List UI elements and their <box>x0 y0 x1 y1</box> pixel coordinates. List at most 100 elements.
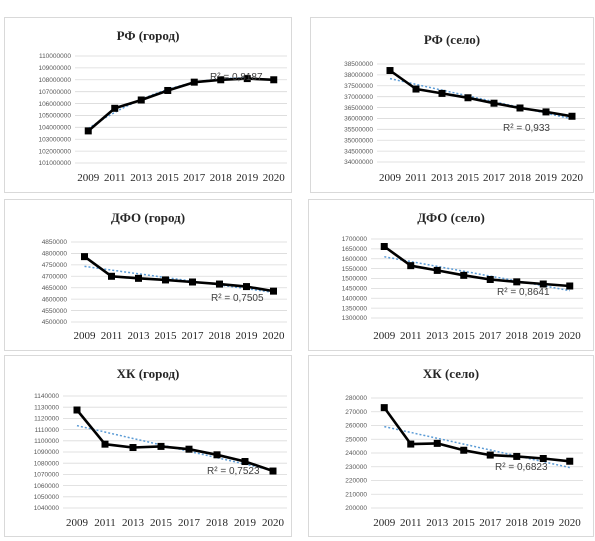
x-tick-label: 2011 <box>104 172 126 184</box>
data-point-marker <box>111 104 119 112</box>
x-tick-label: 2019 <box>532 517 555 529</box>
y-tick-label: 1100000 <box>34 438 59 445</box>
y-tick-label: 4850000 <box>42 239 68 246</box>
series-line-hk-rural <box>383 406 570 463</box>
x-tick-label: 2020 <box>559 330 582 342</box>
chart-title: РФ (село) <box>424 32 480 47</box>
y-tick-label: 270000 <box>345 409 367 416</box>
data-point-marker <box>433 266 441 274</box>
data-point-marker <box>542 108 550 116</box>
y-tick-label: 1120000 <box>34 416 59 423</box>
x-tick-label: 2009 <box>379 172 402 184</box>
x-tick-label: 2017 <box>479 517 502 529</box>
data-point-marker <box>270 287 277 295</box>
chart-title: ХК (город) <box>117 366 180 381</box>
y-tick-label: 260000 <box>345 423 367 430</box>
y-tick-label: 34500000 <box>344 148 373 155</box>
y-tick-label: 1400000 <box>342 295 368 302</box>
x-tick-label: 2017 <box>483 172 506 184</box>
x-tick-label: 2018 <box>206 517 229 529</box>
chart-svg-hk-city: ХК (город) 1040000 1050000 1060000 1070000 10… <box>34 366 287 529</box>
x-tick-label: 2020 <box>559 517 582 529</box>
x-tick-label: 2009 <box>373 517 396 529</box>
data-point-marker <box>162 276 169 284</box>
data-point-marker <box>84 127 92 135</box>
trendline-dfo-rural <box>384 255 570 292</box>
x-tick-label: 2019 <box>234 517 257 529</box>
x-tick-label: 2019 <box>236 172 259 184</box>
data-point-marker <box>486 275 494 283</box>
y-tick-label: 35500000 <box>344 127 373 134</box>
x-tick-label: 2018 <box>209 330 232 342</box>
data-point-marker <box>269 467 277 475</box>
y-tick-label: 36500000 <box>344 105 373 112</box>
y-tick-label: 1090000 <box>34 449 60 456</box>
x-tick-label: 2017 <box>183 172 206 184</box>
trendline-rf-rural <box>389 77 573 120</box>
series-line-rf-rural <box>389 69 573 118</box>
y-tick-label: 1600000 <box>342 256 368 263</box>
y-tick-label: 108000000 <box>38 77 71 84</box>
data-point-marker <box>101 440 109 448</box>
x-tick-label: 2018 <box>506 517 529 529</box>
data-point-marker <box>135 274 142 282</box>
x-tick-label: 2015 <box>155 330 178 342</box>
data-point-marker <box>129 444 137 452</box>
x-tick-label: 2015 <box>157 172 180 184</box>
chart-svg-rf-rural: РФ (село) 34000000 34500000 35000000 3550000… <box>344 32 585 184</box>
y-tick-label: 37000000 <box>344 94 373 101</box>
y-tick-label: 1110000 <box>35 427 60 434</box>
y-tick-label: 280000 <box>345 395 367 402</box>
x-tick-label: 2020 <box>561 172 584 184</box>
data-point-marker <box>380 243 388 251</box>
y-tick-label: 104000000 <box>38 125 71 132</box>
x-tick-label: 2011 <box>405 172 427 184</box>
chart-svg-dfo-city: ДФО (город) 4500000 4550000 4600000 4650000 4… <box>42 210 287 342</box>
data-point-marker <box>216 280 223 288</box>
y-tick-label: 105000000 <box>38 113 71 120</box>
data-point-marker <box>164 86 172 94</box>
chart-panel-rf-rural: РФ (село) 34000000 34500000 35000000 3550000… <box>310 17 594 193</box>
chart-svg-hk-rural: ХК (село) 200000 210000 220000 230000 240000 2… <box>345 366 583 529</box>
y-tick-label: 36000000 <box>344 116 373 123</box>
data-point-marker <box>516 104 524 112</box>
data-point-marker <box>460 446 468 454</box>
data-point-marker <box>213 451 221 459</box>
x-tick-label: 2013 <box>128 330 151 342</box>
y-tick-label: 250000 <box>345 436 367 443</box>
x-tick-label: 2020 <box>263 172 286 184</box>
y-tick-label: 102000000 <box>38 148 71 155</box>
data-point-marker <box>513 278 521 286</box>
x-tick-label: 2018 <box>210 172 233 184</box>
data-point-marker <box>189 278 196 286</box>
x-tick-label: 2015 <box>453 330 476 342</box>
data-point-marker <box>386 67 394 75</box>
x-tick-label: 2020 <box>263 330 286 342</box>
y-tick-label: 4500000 <box>42 319 68 326</box>
data-point-marker <box>566 282 574 290</box>
y-tick-label: 1350000 <box>342 305 368 312</box>
data-point-marker <box>486 451 494 459</box>
y-tick-label: 1070000 <box>34 472 60 479</box>
y-tick-label: 1700000 <box>342 236 368 243</box>
r-squared-label: R² = 0,8641 <box>497 287 550 298</box>
y-tick-label: 35000000 <box>344 137 373 144</box>
data-point-marker <box>157 442 165 450</box>
chart-title: ХК (село) <box>423 366 479 381</box>
data-point-marker <box>190 78 198 86</box>
y-tick-label: 4600000 <box>42 296 68 303</box>
r-squared-label: R² = 0,933 <box>503 123 550 134</box>
data-point-marker <box>243 283 250 291</box>
x-tick-label: 2009 <box>74 330 97 342</box>
data-point-marker <box>568 112 576 120</box>
x-tick-label: 2009 <box>77 172 100 184</box>
x-tick-label: 2011 <box>94 517 116 529</box>
chart-panel-rf-city: РФ (город) 101000000 102000000 103000000 104… <box>4 17 292 193</box>
y-tick-label: 38000000 <box>344 72 373 79</box>
series-line-dfo-city <box>83 255 274 293</box>
series-line-dfo-rural <box>383 245 570 288</box>
data-point-marker <box>433 439 441 447</box>
y-tick-label: 210000 <box>345 491 367 498</box>
y-tick-label: 1060000 <box>34 483 60 490</box>
x-tick-label: 2013 <box>426 330 449 342</box>
